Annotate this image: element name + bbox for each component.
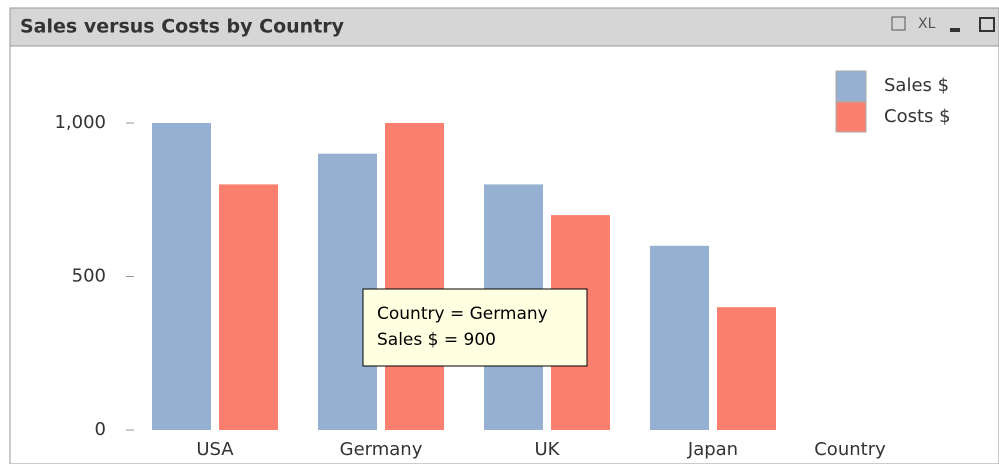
y-tick-label: 0 <box>95 419 106 440</box>
tooltip-text: Sales $ = 900 <box>377 330 496 350</box>
y-tick-label: 1,000 <box>54 112 106 133</box>
x-tick-label: Germany <box>340 439 423 460</box>
legend-swatch <box>835 70 867 102</box>
minimize-button[interactable] <box>950 28 960 32</box>
bar <box>717 307 776 430</box>
bar <box>650 245 709 430</box>
x-tick-label: USA <box>196 439 234 460</box>
x-axis-label: Country <box>814 439 886 460</box>
chart-title: Sales versus Costs by Country <box>20 16 345 38</box>
x-tick-label: UK <box>535 439 561 460</box>
legend-label: Sales $ <box>884 75 949 96</box>
tooltip-box <box>362 288 588 367</box>
x-tick-label: Japan <box>687 439 738 460</box>
bar <box>152 123 211 430</box>
caption-bar <box>9 7 999 47</box>
print-icon[interactable] <box>891 16 906 31</box>
tooltip-text: Country = Germany <box>377 304 548 324</box>
legend-swatch <box>835 101 867 133</box>
legend-label: Costs $ <box>884 106 951 127</box>
excel-button[interactable]: XL <box>918 16 936 32</box>
maximize-button[interactable] <box>979 17 995 32</box>
bar <box>219 184 278 430</box>
y-tick-label: 500 <box>72 266 106 287</box>
bar <box>385 123 444 430</box>
